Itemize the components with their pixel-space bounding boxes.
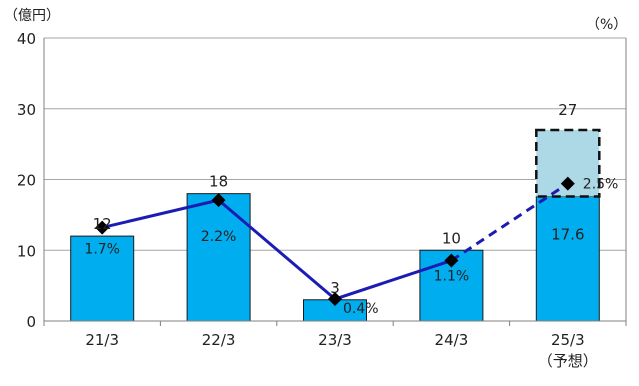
line-value-label-4: 2.5% xyxy=(583,177,619,193)
line-value-label-2: 0.4% xyxy=(343,301,379,317)
gridlines xyxy=(44,37,626,251)
bar-value-label-2: 3 xyxy=(330,279,340,297)
x-tick-label-1: 22/3 xyxy=(202,331,236,349)
y-tick-label-0: 0 xyxy=(26,313,36,331)
left-unit-label: （億円） xyxy=(4,8,60,24)
ratio-line xyxy=(95,176,575,307)
bar-value-label-3: 10 xyxy=(442,229,461,247)
forecast-total-label-4: 27 xyxy=(558,101,577,119)
bar-0 xyxy=(70,235,135,322)
line-segment-0 xyxy=(101,198,219,230)
axes xyxy=(43,38,627,326)
line-marker-2 xyxy=(328,292,342,307)
bar-value-label-4: 17.6 xyxy=(551,225,584,243)
line-marker-4 xyxy=(560,176,575,191)
right-unit-label: （%） xyxy=(586,17,627,33)
line-value-label-3: 1.1% xyxy=(434,269,470,285)
x-tick-note-4: （予想） xyxy=(538,352,598,370)
bar-4 xyxy=(535,195,600,322)
line-segment-3 xyxy=(450,182,569,262)
bar-1 xyxy=(186,193,251,322)
line-value-label-1: 2.2% xyxy=(201,229,237,245)
bar-value-label-1: 18 xyxy=(209,173,228,191)
x-tick-label-2: 23/3 xyxy=(318,331,352,349)
labels: 0 10 20 30 40 21/3 22/3 23/3 24/3 25/3 （予想） 12 18 3 10… xyxy=(17,30,618,370)
y-tick-label-20: 20 xyxy=(17,172,36,190)
y-tick-label-10: 10 xyxy=(17,242,36,260)
line-marker-1 xyxy=(211,193,226,208)
x-tick-label-4: 25/3 xyxy=(551,331,585,349)
line-marker-3 xyxy=(444,253,459,268)
bar-value-label-0: 12 xyxy=(93,215,112,233)
y-tick-label-40: 40 xyxy=(17,30,36,48)
x-tick-label-3: 24/3 xyxy=(435,331,469,349)
line-segment-1 xyxy=(217,198,336,301)
x-tick-label-0: 21/3 xyxy=(85,331,119,349)
y-tick-label-30: 30 xyxy=(17,101,36,119)
line-value-label-0: 1.7% xyxy=(84,242,120,258)
line-marker-0 xyxy=(95,220,110,235)
line-segment-2 xyxy=(334,259,452,301)
